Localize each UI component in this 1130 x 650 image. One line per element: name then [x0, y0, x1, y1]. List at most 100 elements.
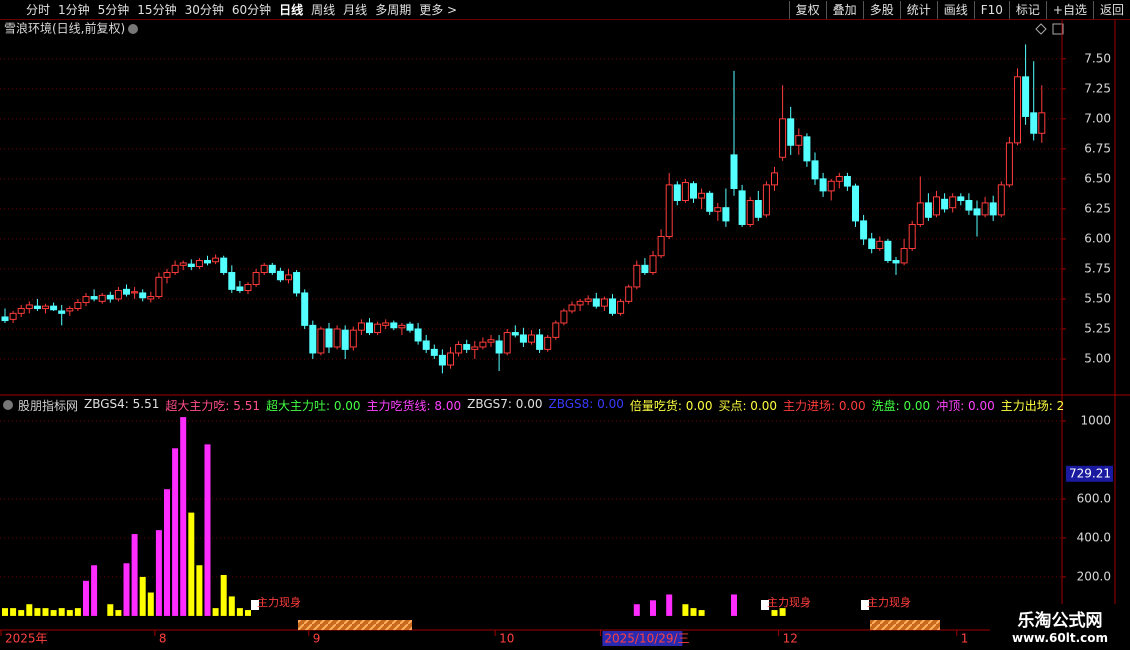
candle-body — [933, 196, 940, 216]
candle-body — [495, 340, 503, 354]
period-tab[interactable]: 15分钟 — [137, 3, 177, 17]
candle-body — [301, 292, 309, 326]
indicator-label: 超大主力吃: 5.51 — [165, 399, 260, 413]
period-tab[interactable]: 多周期 — [375, 3, 412, 17]
title-menu-icon[interactable] — [128, 24, 138, 34]
candle-body — [916, 202, 924, 226]
tool-button[interactable]: 统计 — [899, 0, 937, 19]
candle-body — [568, 304, 576, 312]
candle-body — [519, 334, 527, 343]
tool-button[interactable]: 多股 — [862, 0, 900, 19]
period-tab[interactable]: 分时 — [26, 3, 51, 17]
candle-body — [868, 238, 876, 250]
bar — [188, 512, 195, 616]
candle-body — [649, 255, 657, 274]
candle-body — [1022, 76, 1030, 117]
candle-body — [382, 322, 390, 326]
bar — [10, 608, 17, 616]
indicator-menu-icon[interactable] — [3, 400, 13, 410]
bar — [690, 608, 697, 616]
period-tab[interactable]: 周线 — [311, 3, 336, 17]
period-tab[interactable]: 60分钟 — [231, 3, 272, 17]
tool-button[interactable]: +自选 — [1045, 0, 1093, 19]
y-tick-label: 600.0 — [1077, 491, 1111, 505]
candle-body — [42, 305, 49, 310]
candle-body — [665, 184, 673, 238]
candle-body — [398, 324, 406, 329]
candle-body — [406, 323, 414, 331]
x-tick-label: 2025/10/29/三 — [604, 632, 689, 646]
bar — [666, 594, 673, 616]
candle-body — [876, 240, 884, 250]
candle-body — [625, 286, 633, 302]
diamond-icon[interactable] — [1035, 23, 1047, 35]
tool-button[interactable]: 返回 — [1092, 0, 1130, 19]
window-icon[interactable] — [1052, 23, 1064, 35]
cursor-date-box — [602, 631, 683, 646]
signal-icon — [761, 600, 769, 610]
x-tick-label: 12 — [783, 632, 798, 646]
y-tick-label: 7.25 — [1084, 81, 1111, 95]
candle-body — [463, 344, 471, 350]
candle-body — [25, 304, 33, 310]
toolbar: 分时 1分钟 5分钟 15分钟 30分钟 60分钟 日线 周线 月线 多周期 更多 > 复权 叠加 多股… — [0, 0, 1130, 20]
period-tab[interactable]: 月线 — [343, 3, 368, 17]
candle-body — [422, 340, 430, 350]
bar — [180, 417, 187, 616]
tool-button[interactable]: F10 — [973, 0, 1009, 19]
candle-body — [641, 264, 649, 274]
candle-body — [965, 199, 973, 211]
bar — [731, 594, 737, 616]
candle-body — [50, 305, 58, 311]
candle-body — [811, 160, 819, 180]
bar — [107, 604, 114, 616]
candle-body — [17, 308, 25, 314]
period-tab[interactable]: 更多 > — [419, 3, 458, 17]
candle-body — [528, 334, 535, 343]
candle-body — [738, 190, 746, 226]
tool-button[interactable]: 标记 — [1008, 0, 1046, 19]
period-tab[interactable]: 日线 — [279, 3, 304, 17]
tool-button[interactable]: 画线 — [936, 0, 974, 19]
candle-body — [236, 286, 244, 292]
candle-body — [941, 198, 949, 210]
candle-body — [106, 294, 114, 300]
bar — [2, 608, 8, 616]
bar — [139, 576, 146, 616]
period-tab[interactable]: 5分钟 — [97, 3, 130, 17]
indicator-label: 主力吃货线: 8.00 — [366, 399, 462, 413]
x-tick-label: 8 — [159, 632, 167, 646]
candle-body — [9, 312, 17, 320]
candle-body — [584, 298, 592, 302]
indicator-label: 股朋指标网 — [18, 399, 79, 413]
hatch-block — [870, 620, 940, 630]
candle-body — [819, 178, 827, 192]
candle-body — [293, 272, 301, 294]
candle-body — [252, 272, 260, 286]
current-value-box — [1066, 465, 1113, 482]
tool-button[interactable]: 复权 — [788, 0, 826, 19]
candle-body — [131, 291, 139, 294]
y-tick-label: 400.0 — [1077, 530, 1111, 544]
y-tick-label: 1000 — [1080, 414, 1111, 428]
watermark-title: 乐淘公式网 — [1017, 611, 1103, 631]
candle-body — [438, 354, 446, 366]
candle-body — [795, 135, 803, 146]
period-tab[interactable]: 1分钟 — [58, 3, 90, 17]
annotation: 主力现身 — [257, 595, 301, 609]
candle-body — [787, 118, 795, 146]
bar — [18, 610, 25, 616]
indicator-label: 买点: 0.00 — [718, 399, 778, 413]
candle-body — [414, 328, 422, 342]
candle-body — [714, 207, 722, 212]
tool-button[interactable]: 叠加 — [825, 0, 863, 19]
candle-body — [268, 264, 276, 274]
candle-body — [430, 348, 438, 356]
candle-body — [366, 322, 373, 334]
candle-body — [746, 199, 754, 226]
candle-body — [981, 202, 989, 216]
period-tab[interactable]: 30分钟 — [184, 3, 224, 17]
bar — [58, 608, 65, 616]
